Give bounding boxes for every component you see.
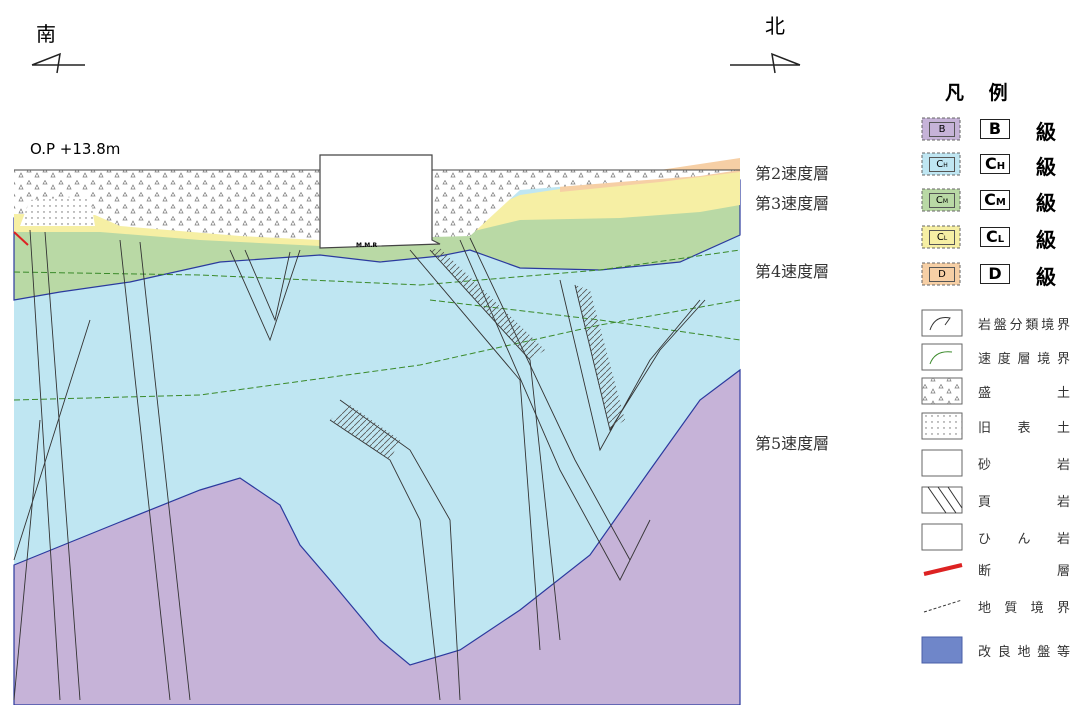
swatch-code: D	[929, 267, 955, 282]
south-label: 南	[36, 22, 56, 46]
swatch-code: CL	[929, 230, 955, 245]
structure	[319, 154, 441, 249]
legend-symbol-label: ひ ん 岩	[978, 532, 1070, 547]
shale-zones	[330, 248, 625, 460]
grade: 級	[1036, 228, 1056, 252]
class-box: D	[980, 264, 1010, 284]
grade: 級	[1036, 120, 1056, 144]
code-sub: L	[997, 234, 1005, 245]
legend-symbol-label: 速 度 層 境 界	[978, 352, 1070, 367]
code: C	[936, 159, 944, 170]
code: B	[988, 119, 1002, 138]
old-topsoil	[20, 196, 95, 226]
code: C	[984, 190, 996, 209]
code-sub: L	[943, 235, 948, 242]
grade: 級	[1036, 265, 1056, 289]
legend-symbol-label: 改 良 地 盤 等	[978, 645, 1070, 660]
south-arrow	[31, 52, 85, 74]
legend-symbol-label: 旧 表 土	[978, 421, 1070, 436]
legend-symbol-label: 盛 土	[978, 386, 1070, 401]
elevation-label: O.P +13.8m	[30, 140, 121, 158]
velocity-layer-label: 第2速度層	[755, 164, 830, 183]
swatch-code: CM	[929, 193, 955, 208]
code: C	[936, 232, 944, 243]
legend-swatches	[921, 117, 963, 664]
code: D	[938, 269, 946, 280]
class-box: CH	[980, 154, 1010, 174]
swatch-code: CH	[929, 157, 955, 172]
velocity-layer-label: 第3速度層	[755, 194, 830, 213]
north-label: 北	[765, 14, 785, 38]
code: C	[935, 195, 943, 206]
legend-symbol-label: 砂 岩	[978, 458, 1070, 473]
code: B	[938, 124, 946, 135]
fault	[13, 231, 29, 246]
velocity-layer-label: 第4速度層	[755, 262, 830, 281]
code-sub: H	[996, 161, 1006, 172]
code: C	[985, 227, 998, 246]
code-sub: M	[995, 197, 1006, 208]
legend-title: 凡 例	[945, 82, 1008, 104]
code-sub: M	[942, 198, 949, 205]
class-box: CL	[980, 227, 1010, 247]
legend-symbol-label: 地 質 境 界	[978, 601, 1070, 616]
structure-label: M.M.R	[356, 242, 378, 249]
legend-symbol-label: 岩盤分類境界	[978, 318, 1070, 333]
class-box: B	[980, 119, 1010, 139]
velocity-layer-label: 第5速度層	[755, 434, 830, 453]
grade: 級	[1036, 191, 1056, 215]
code-sub: H	[943, 162, 948, 169]
code: D	[988, 264, 1002, 283]
grade: 級	[1036, 155, 1056, 179]
class-box: CM	[980, 190, 1010, 210]
legend-symbol-label: 断 層	[978, 564, 1070, 579]
code: C	[984, 154, 997, 173]
north-arrow	[730, 52, 801, 74]
swatch-code: B	[929, 122, 955, 137]
legend-symbol-label: 頁 岩	[978, 495, 1070, 510]
